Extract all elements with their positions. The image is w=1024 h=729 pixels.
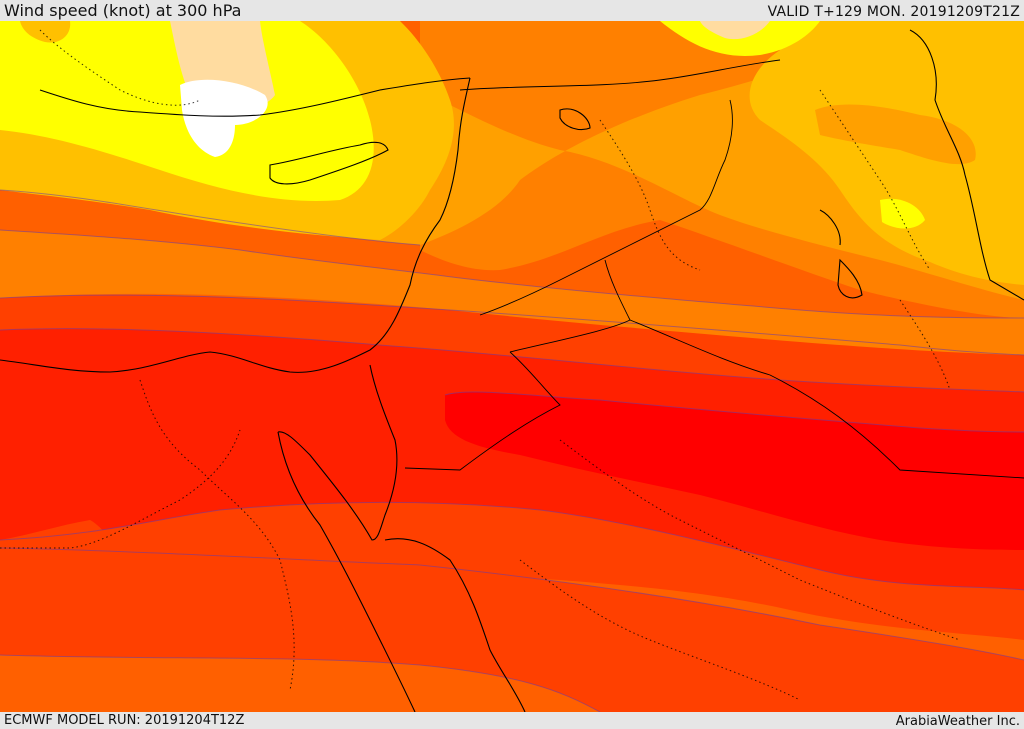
brand-label: ArabiaWeather Inc. [895, 714, 1020, 729]
borders [404, 59, 1024, 479]
header-bar: Wind speed (knot) at 300 hPa VALID T+129… [0, 0, 1024, 21]
band-yellow-east [880, 198, 925, 229]
model-run-label: ECMWF MODEL RUN: 20191204T12Z [4, 713, 245, 728]
pocket-peach-north [700, 21, 770, 40]
admin-boundaries [0, 29, 961, 701]
pocket-white [180, 79, 268, 157]
wind-speed-map[interactable] [0, 21, 1024, 712]
pocket-dark-orange-nw [455, 21, 510, 56]
band-red-orange [0, 328, 1024, 590]
pocket-orange-red-west [0, 520, 117, 565]
footer-bar: ECMWF MODEL RUN: 20191204T12Z ArabiaWeat… [0, 712, 1024, 729]
jet-core-red [445, 392, 1024, 550]
pocket-amber-east [815, 104, 976, 165]
band-dark-orange-bottom [0, 655, 600, 712]
pocket-gold-nw [20, 21, 71, 43]
coastlines [0, 29, 1024, 712]
band-orange-north [0, 230, 1024, 355]
chart-title: Wind speed (knot) at 300 hPa [4, 1, 242, 20]
valid-time: VALID T+129 MON. 20191209T21Z [767, 4, 1020, 20]
band-gold-east [749, 21, 1024, 285]
isotachs [0, 189, 1024, 712]
